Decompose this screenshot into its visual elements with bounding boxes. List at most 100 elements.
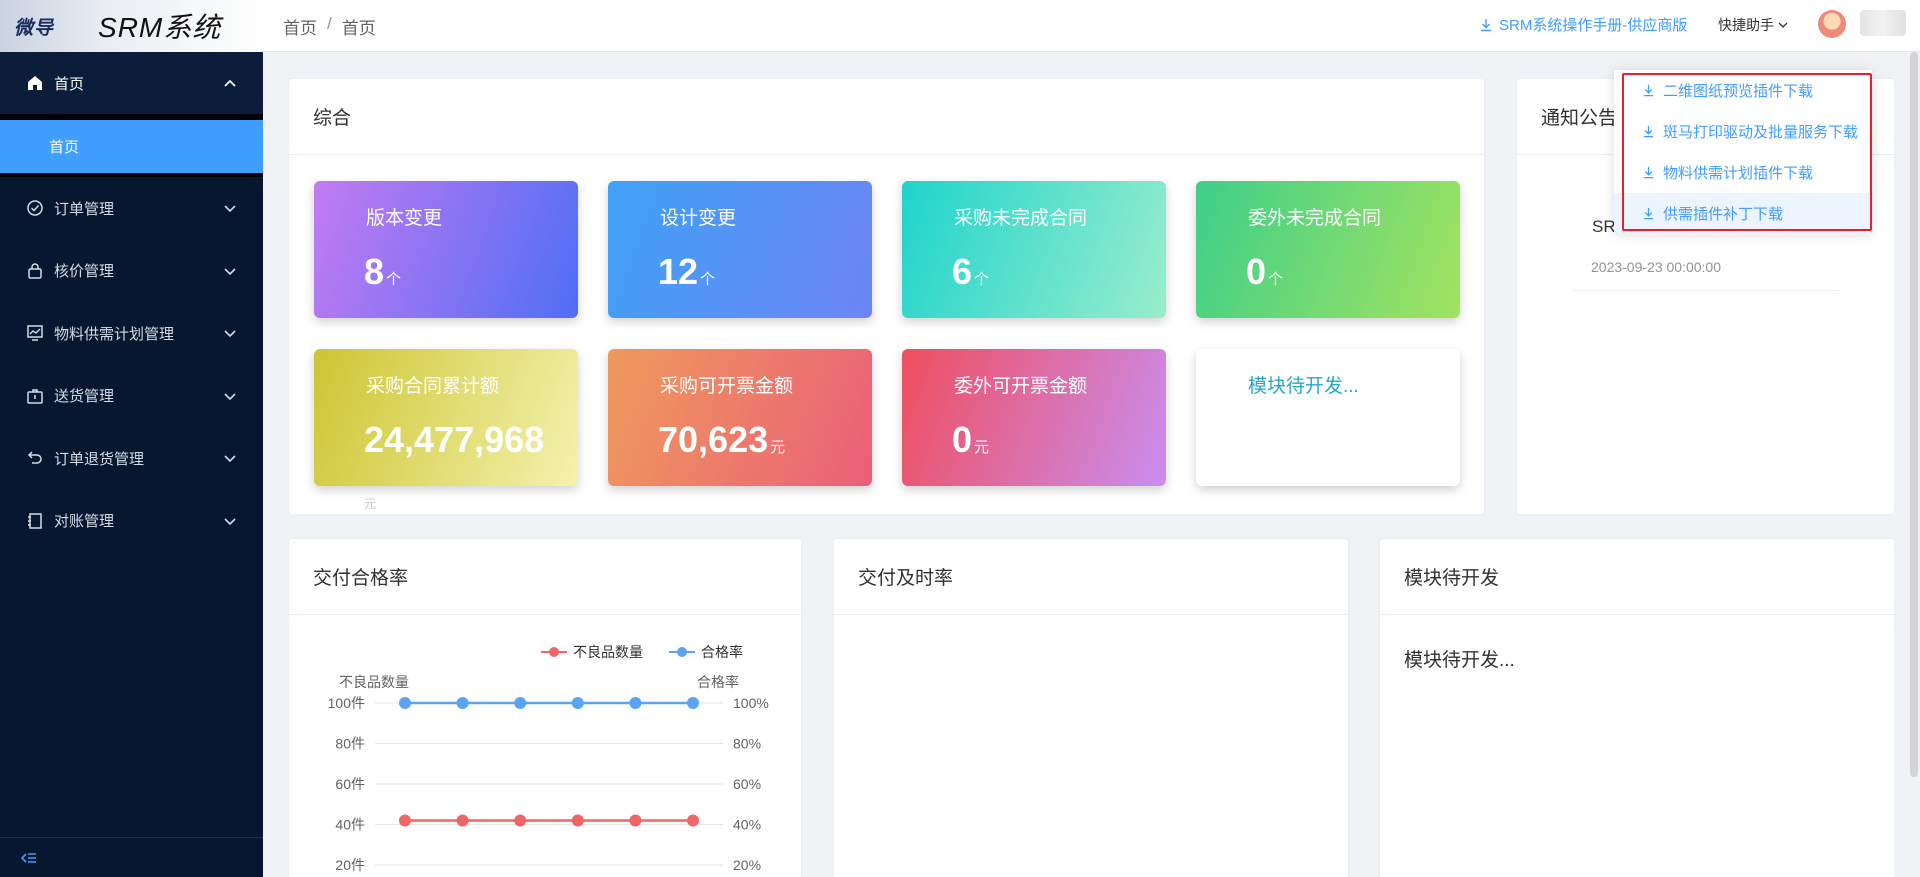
logo[interactable]: 微导 SRM系统 xyxy=(0,0,263,52)
delivery-ontime-panel: 交付及时率 xyxy=(833,538,1349,877)
home-icon xyxy=(28,76,42,90)
notice-item-title[interactable]: SR xyxy=(1592,217,1616,236)
box-icon xyxy=(27,389,43,404)
stat-card-unit: 元 xyxy=(364,497,377,511)
stat-card-title: 采购合同累计额 xyxy=(366,376,500,397)
sidebar-item-material-plan[interactable]: 物料供需计划管理 xyxy=(0,302,263,365)
download-icon xyxy=(1643,84,1654,97)
sidebar-item-label: 物料供需计划管理 xyxy=(54,325,175,343)
y-tick-left: 20件 xyxy=(335,857,365,873)
chevron-down-icon[interactable] xyxy=(223,264,237,278)
y-tick-right: 40% xyxy=(733,817,761,833)
stat-card-value: 12 个 xyxy=(658,251,716,292)
dropdown-item-drawing-plugin[interactable]: 二维图纸预览插件下载 xyxy=(1614,70,1872,111)
dropdown-item-material-plugin[interactable]: 物料供需计划插件下载 xyxy=(1614,152,1872,193)
chevron-down-icon[interactable] xyxy=(223,389,237,403)
y-tick-left: 40件 xyxy=(335,817,365,833)
chevron-down-icon[interactable] xyxy=(223,201,237,215)
download-icon xyxy=(1481,18,1491,31)
stat-card-value: 70,623 元 xyxy=(658,419,786,460)
chevron-down-icon[interactable] xyxy=(223,451,237,465)
breadcrumb-item: 首页 xyxy=(341,19,376,38)
sidebar-item-delivery[interactable]: 送货管理 xyxy=(0,365,263,428)
stat-card-purchase-invoiceable[interactable]: 采购可开票金额 70,623 元 xyxy=(608,349,872,486)
panel-title: 交付合格率 xyxy=(289,539,801,615)
y-tick-left: 100件 xyxy=(328,695,365,711)
legend-marker xyxy=(549,647,559,657)
y-tick-right: 60% xyxy=(733,776,761,792)
y-axis-left-title: 不良品数量 xyxy=(339,674,409,690)
dropdown-item-zebra-driver[interactable]: 斑马打印驱动及批量服务下载 xyxy=(1614,111,1872,152)
logo-mark: 微导 xyxy=(14,16,55,39)
dropdown-item-patch[interactable]: 供需插件补丁下载 xyxy=(1614,193,1872,234)
y-tick-left: 60件 xyxy=(335,776,365,792)
data-point xyxy=(687,814,699,827)
quick-assistant-dropdown[interactable]: 快捷助手 xyxy=(1718,15,1789,35)
return-icon xyxy=(27,451,42,464)
breadcrumb-item[interactable]: 首页 xyxy=(283,19,317,38)
pending-module-panel: 模块待开发 模块待开发... xyxy=(1379,538,1895,877)
user-name[interactable] xyxy=(1860,10,1906,36)
data-point xyxy=(399,697,411,709)
sidebar-item-label: 核价管理 xyxy=(54,263,115,281)
check-circle-icon xyxy=(27,200,43,216)
sidebar-item-reconciliation[interactable]: 对账管理 xyxy=(0,490,263,553)
sidebar: 微导 SRM系统 首页 首页 订单管理 核价管理 物料供需计划管理 送货管理 订… xyxy=(0,0,263,877)
page-scrollbar[interactable] xyxy=(1910,52,1918,777)
data-point xyxy=(514,697,527,709)
data-point xyxy=(514,814,527,827)
delivery-quality-panel: 交付合格率 不良品数量 合格率 不良品数量 合格率 100件 100% 80件 80% 60件 6… xyxy=(288,538,802,877)
sidebar-subitem-label: 首页 xyxy=(49,139,80,156)
collapse-sidebar-button[interactable] xyxy=(0,837,263,877)
y-tick-right: 20% xyxy=(733,857,761,873)
chevron-up-icon[interactable] xyxy=(223,76,237,90)
legend-label: 合格率 xyxy=(701,644,743,660)
y-tick-left: 80件 xyxy=(335,736,365,752)
quick-assistant-menu: 二维图纸预览插件下载 斑马打印驱动及批量服务下载 物料供需计划插件下载 供需插件… xyxy=(1614,70,1872,234)
notice-divider xyxy=(1573,290,1839,291)
panel-title: 模块待开发 xyxy=(1380,539,1894,615)
stat-card-purchase-total[interactable]: 采购合同累计额 24,477,968 元 xyxy=(314,349,578,511)
top-header: 首页 / 首页 SRM系统操作手册-供应商版 快捷助手 xyxy=(263,0,1920,52)
dropdown-item-label: 斑马打印驱动及批量服务下载 xyxy=(1663,124,1859,141)
breadcrumb: 首页 / 首页 xyxy=(283,14,376,39)
legend-marker xyxy=(677,647,687,657)
collapse-icon xyxy=(20,852,36,863)
data-point xyxy=(629,697,642,709)
sidebar-item-returns[interactable]: 订单退货管理 xyxy=(0,427,263,490)
manual-download-link[interactable]: SRM系统操作手册-供应商版 xyxy=(1479,14,1687,35)
dropdown-item-label: 物料供需计划插件下载 xyxy=(1663,165,1814,182)
stat-card-title: 委外可开票金额 xyxy=(954,376,1088,397)
sidebar-item-orders[interactable]: 订单管理 xyxy=(0,177,263,240)
panel-title: 综合 xyxy=(289,79,1484,155)
stat-card-value: 24,477,968 xyxy=(364,419,545,460)
stat-card-pending: 模块待开发... xyxy=(1196,349,1460,486)
stat-card-design-change[interactable]: 设计变更 12 个 xyxy=(608,181,872,318)
sidebar-subitem-home[interactable]: 首页 xyxy=(0,120,263,173)
sidebar-item-label: 订单管理 xyxy=(54,200,115,218)
chart-icon xyxy=(27,325,43,341)
sidebar-item-home[interactable]: 首页 xyxy=(0,52,263,114)
y-tick-right: 80% xyxy=(733,736,761,752)
stat-card-title: 采购未完成合同 xyxy=(954,208,1088,229)
chevron-down-icon[interactable] xyxy=(223,326,237,340)
breadcrumb-separator: / xyxy=(327,14,332,33)
quick-assistant-label: 快捷助手 xyxy=(1718,17,1774,33)
chevron-down-icon[interactable] xyxy=(223,514,237,528)
stat-card-title: 设计变更 xyxy=(660,208,737,229)
sidebar-item-pricing[interactable]: 核价管理 xyxy=(0,240,263,303)
sidebar-item-label: 订单退货管理 xyxy=(54,450,145,468)
avatar[interactable] xyxy=(1818,10,1846,38)
data-point xyxy=(571,814,584,827)
download-icon xyxy=(1643,125,1654,138)
lock-icon xyxy=(28,263,42,279)
